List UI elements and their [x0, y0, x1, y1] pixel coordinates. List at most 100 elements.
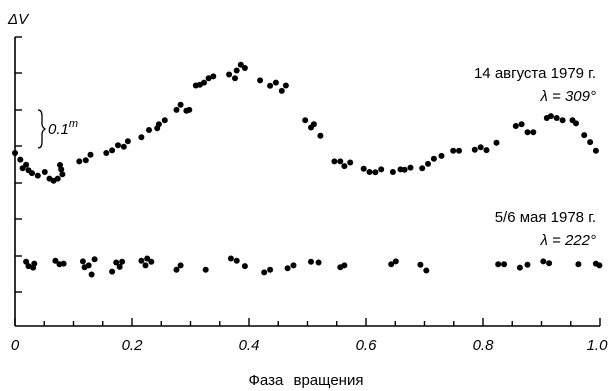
series-2-point [148, 258, 155, 265]
series-1-point [331, 158, 338, 165]
series-1-point [233, 67, 240, 74]
series-1-point [310, 121, 317, 128]
series-1-point [372, 169, 379, 176]
series-1-point [237, 61, 244, 68]
series-1-point [553, 115, 560, 121]
series-1-point [82, 157, 89, 164]
series-2-point [177, 262, 184, 269]
series-1-point [401, 166, 408, 173]
series-2-point [308, 258, 314, 265]
series-1-point [456, 147, 462, 154]
series-1-point [438, 152, 445, 159]
series-2-point [524, 261, 531, 268]
series-1-point [493, 139, 500, 146]
series-1-point [17, 156, 24, 163]
series-1-point [186, 106, 193, 113]
series-1-point [524, 129, 531, 136]
series-1-point [518, 121, 525, 128]
series-1-point [23, 161, 30, 168]
series-1-point [34, 172, 41, 179]
series-2-point [516, 264, 523, 271]
series-2-point [142, 262, 149, 269]
series-1-point [272, 79, 279, 86]
series-2-point [261, 269, 268, 276]
series-1-point [210, 73, 217, 80]
series-1-point [257, 77, 264, 84]
series-2-point [233, 257, 240, 264]
series-1-point [76, 158, 83, 165]
series-1-point [483, 147, 490, 154]
series-2-point [227, 255, 234, 262]
x-tick-label: 1.0 [587, 337, 609, 354]
series-2-point [79, 258, 86, 265]
series-1-point [389, 169, 396, 175]
series-1-point [177, 101, 184, 108]
series-2-point [501, 261, 508, 268]
series-1-point [120, 143, 127, 150]
series-2-point [495, 261, 502, 268]
series-1-point [471, 146, 478, 153]
series-2-point [417, 261, 424, 268]
x-tick-label: 0.2 [122, 337, 144, 354]
data-points [12, 61, 603, 278]
series-2-point [91, 256, 98, 263]
series-1-point [59, 171, 66, 178]
series-2-point [85, 262, 92, 269]
series-1-date-label: 14 августа 1979 г. [474, 65, 596, 82]
series-2-point [119, 258, 126, 265]
series-1-point [173, 106, 180, 113]
series-2-point [546, 260, 553, 267]
series-1-point [337, 158, 344, 165]
series-1-point [477, 144, 484, 151]
series-1-point [12, 150, 18, 156]
series-2-point [596, 262, 603, 269]
series-1-point [587, 139, 594, 146]
series-1-point [341, 163, 348, 170]
y-axis-label: ΔV [7, 11, 30, 28]
scale-bar-bracket [37, 109, 47, 149]
series-1-point [205, 75, 212, 82]
series-1-point [512, 123, 519, 129]
series-2-point [540, 258, 547, 265]
series-2-point [202, 266, 209, 273]
series-1-point [146, 127, 152, 133]
x-tick-label: 0.6 [356, 337, 378, 354]
series-2-point [173, 266, 180, 273]
series-1-point [161, 117, 168, 124]
series-1-point [201, 79, 207, 86]
series-2-point [267, 266, 274, 273]
series-2-point [109, 268, 116, 275]
series-1-point [282, 82, 289, 89]
series-2-point [290, 262, 297, 269]
series-1-lambda-label: λ = 309° [539, 88, 596, 105]
series-1-point [592, 147, 599, 154]
series-2-point [284, 265, 291, 272]
axis-ticks [14, 36, 601, 326]
series-1-point [115, 142, 121, 149]
series-1-point [241, 65, 248, 71]
series-1-point [419, 165, 426, 172]
series-1-point [573, 120, 579, 127]
scale-bar-label: 0.1m [48, 118, 78, 138]
x-tick-label: 0.4 [239, 337, 260, 354]
x-tick-label: 0 [11, 337, 20, 354]
series-1-point [278, 87, 285, 94]
series-2-point [341, 262, 348, 269]
series-2-point [392, 258, 399, 265]
series-1-point [559, 117, 566, 124]
series-2-point [31, 260, 38, 267]
series-1-point [232, 75, 238, 82]
x-axis-label: Фаза вращения [249, 372, 364, 389]
series-2-point [113, 259, 120, 266]
series-2-point [241, 263, 248, 270]
series-1-point [581, 132, 588, 139]
series-2-point [88, 271, 95, 278]
series-2-point [138, 257, 145, 264]
series-1-point [103, 150, 110, 156]
series-2-lambda-label: λ = 222° [539, 232, 596, 249]
series-2-point [25, 263, 32, 270]
series-2-point [116, 263, 123, 270]
series-1-point [360, 165, 367, 172]
series-1-point [29, 170, 35, 177]
